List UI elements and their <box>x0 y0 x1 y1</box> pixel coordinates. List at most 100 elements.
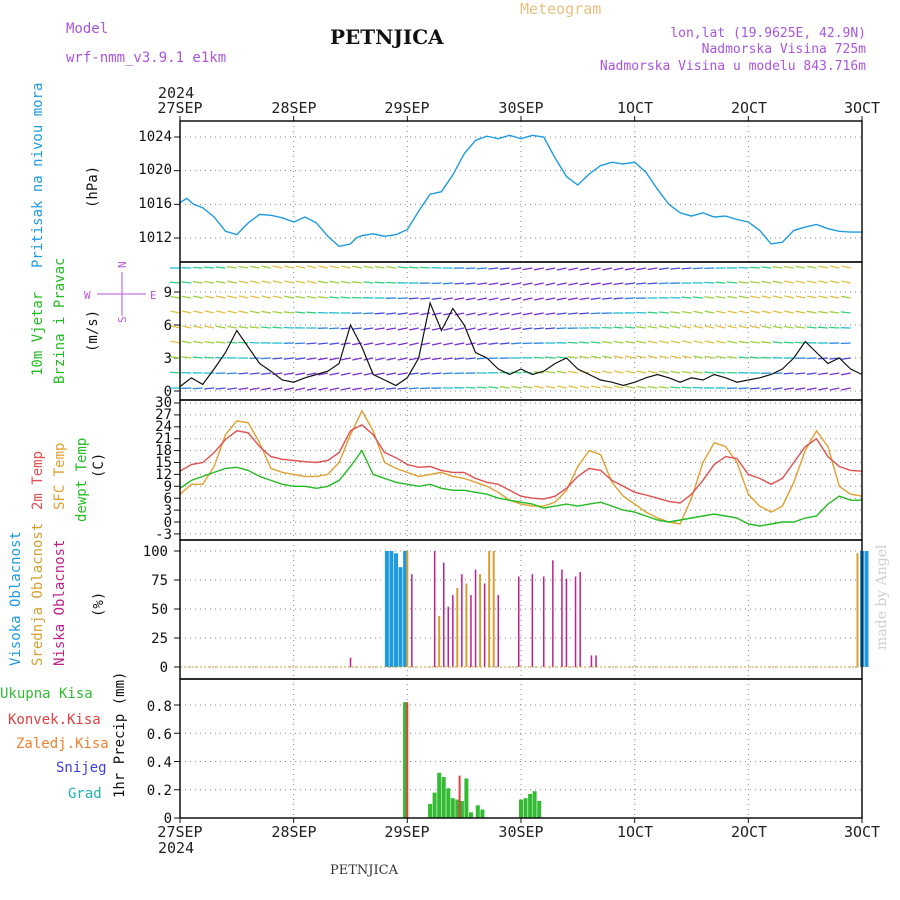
precip-ytick: 0.6 <box>147 727 172 743</box>
precip-bar-0 <box>532 791 537 818</box>
plot-area <box>169 116 869 823</box>
wind-arrow <box>306 342 317 345</box>
wind-arrow <box>613 326 624 329</box>
wind-arrow <box>761 295 772 299</box>
cloud-mid-ylabel: Srednja Oblacnost <box>30 523 46 666</box>
wind-arrow <box>727 310 738 314</box>
wind-arrow <box>192 266 203 269</box>
wind-arrow <box>488 297 499 301</box>
cloud-bar-2 <box>565 578 568 667</box>
cloud-bar-2 <box>561 569 563 667</box>
wind-arrow <box>783 372 794 375</box>
wind-arrow <box>340 296 351 299</box>
cloud-ytick: 0 <box>160 660 168 676</box>
wind-arrow <box>227 325 237 329</box>
wind-arrow <box>363 387 374 391</box>
wind-arrow <box>534 297 544 301</box>
wind-arrow <box>306 280 317 284</box>
wind-arrow <box>363 281 374 284</box>
wind-arrow <box>704 296 715 299</box>
wind-arrow <box>772 387 783 390</box>
wind-arrow <box>556 385 567 389</box>
wind-arrow <box>681 310 692 314</box>
wind-arrow <box>636 370 647 374</box>
wind-arrow <box>522 297 533 301</box>
lonlat-label: lon,lat (19.9625E, 42.9N) <box>670 26 866 41</box>
wind-arrow <box>329 357 340 361</box>
wind-axis-note-n: N <box>116 261 129 268</box>
wind-arrow <box>318 387 328 391</box>
wind-arrow <box>454 357 465 360</box>
precip-bar-1 <box>406 702 409 818</box>
cloud-bar-2 <box>543 576 545 667</box>
pressure-unit: (hPa) <box>85 166 101 208</box>
wind-arrow <box>193 325 203 329</box>
wind-arrow <box>192 387 203 390</box>
x-top-tick-0: 27SEP <box>157 99 202 117</box>
model-altitude-label: Nadmorska Visina u modelu 843.716m <box>600 59 866 74</box>
wind-arrow <box>397 357 408 361</box>
precip-yticks: 0 0.2 0.4 0.6 0.8 <box>147 699 172 827</box>
wind-arrow <box>397 297 408 300</box>
wind-arrow <box>476 267 487 270</box>
wind-arrow <box>647 340 658 344</box>
model-name: wrf-nmm_v3.9.1 e1km <box>66 50 226 66</box>
wind-arrow <box>556 297 567 301</box>
wind-arrow <box>704 281 715 284</box>
wind-arrow <box>329 342 340 345</box>
wind-arrow <box>317 342 328 345</box>
wind-arrow <box>420 387 431 390</box>
wind-arrow <box>204 295 215 299</box>
wind-arrow <box>409 342 419 346</box>
wind-arrow <box>374 312 385 315</box>
wind-arrow <box>590 297 601 300</box>
wind-arrow <box>738 266 749 269</box>
wind-arrow <box>795 326 806 329</box>
wind-arrow <box>806 372 817 375</box>
wind-arrow <box>386 266 397 269</box>
temp-unit: (C) <box>91 453 107 478</box>
wind-arrow <box>545 327 556 330</box>
wind-arrow <box>295 357 306 360</box>
wind-arrow <box>511 342 522 345</box>
temp2m-line <box>179 423 863 504</box>
wind-arrow <box>340 265 351 269</box>
precip-bar-0 <box>428 803 433 818</box>
wind-arrow <box>750 325 760 329</box>
cloud-high-ylabel: Visoka Oblacnost <box>8 531 24 666</box>
wind-arrow <box>476 357 487 360</box>
wind-arrow <box>465 267 476 270</box>
wind-arrow <box>545 385 556 389</box>
wind-arrow <box>647 385 658 389</box>
wind-arrow <box>715 281 726 284</box>
wind-arrow <box>840 311 851 314</box>
precip-bar-0 <box>437 772 442 818</box>
wind-arrow <box>306 311 317 314</box>
wind-arrow <box>226 341 237 344</box>
wind-arrow <box>215 341 226 344</box>
wind-arrow <box>670 267 681 270</box>
wind-arrow <box>579 312 590 315</box>
wind-arrow <box>465 342 476 346</box>
wind-arrow <box>704 310 715 314</box>
temp2m-ylabel: 2m Temp <box>30 451 46 510</box>
wind-arrow <box>784 295 794 299</box>
wind-arrow <box>284 387 294 391</box>
wind-arrow <box>636 326 647 329</box>
wind-arrow <box>556 356 567 359</box>
wind-arrow <box>761 310 772 314</box>
wind-arrow <box>693 340 704 344</box>
wind-arrow <box>488 267 499 270</box>
wind-arrow <box>795 372 806 375</box>
x-top-tick-6: 3OCT <box>844 99 880 117</box>
wind-arrow <box>534 385 544 389</box>
wind-arrow <box>727 325 738 329</box>
wind-arrow <box>545 370 556 374</box>
cloud-bar-2 <box>531 574 534 667</box>
wind-arrow <box>772 341 783 344</box>
precip-conv-ylabel: Konvek.Kisa <box>8 712 101 728</box>
wind-arrow <box>408 372 419 376</box>
wind-arrow <box>715 295 726 299</box>
wind-arrow <box>249 326 260 329</box>
